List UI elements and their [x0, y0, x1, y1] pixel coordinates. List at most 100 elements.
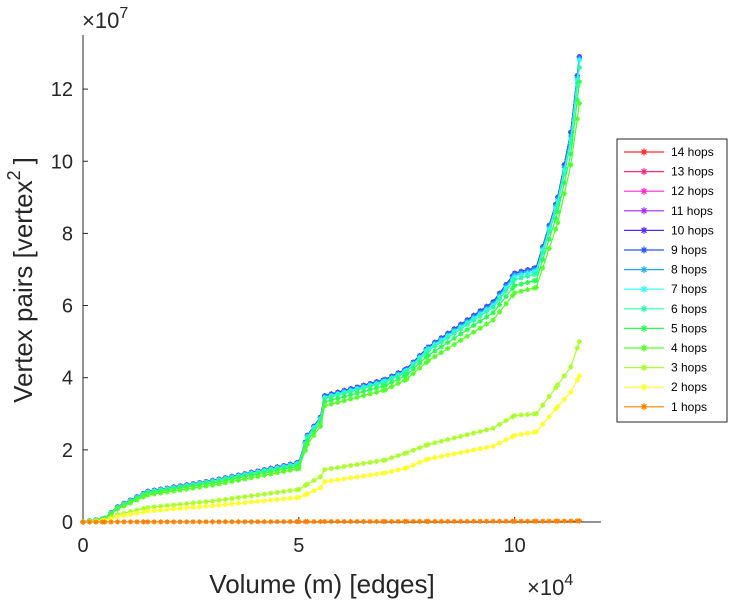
data-point [546, 245, 552, 252]
data-point [451, 518, 457, 524]
ticks-group: 0 2 4 6 8 10 12 0 5 10 [51, 79, 526, 557]
data-point [108, 515, 114, 522]
data-point [509, 414, 516, 420]
data-point [464, 518, 470, 524]
data-point [317, 423, 324, 430]
data-point [477, 428, 483, 435]
data-point [328, 397, 334, 403]
data-point [348, 462, 354, 469]
data-point [423, 354, 429, 360]
data-point [410, 362, 416, 368]
data-point [432, 354, 438, 360]
data-point [512, 283, 518, 289]
data-point [360, 518, 367, 525]
data-point [640, 266, 648, 274]
data-point [477, 325, 483, 331]
data-point [158, 507, 164, 513]
data-point [274, 470, 280, 476]
data-point [171, 502, 177, 508]
data-point [335, 477, 341, 483]
data-point [287, 519, 293, 525]
legend-item: 6 hops [624, 302, 707, 316]
data-point [471, 430, 477, 436]
legend-label: 5 hops [671, 321, 707, 335]
data-point [121, 503, 127, 509]
data-point [490, 304, 496, 310]
data-point [525, 279, 531, 286]
data-point [423, 359, 429, 366]
data-point [640, 364, 648, 372]
y-multiplier: ×107 [82, 5, 128, 33]
data-point [410, 371, 416, 377]
data-point [140, 519, 147, 525]
data-point [354, 390, 360, 396]
legend-label: 4 hops [671, 341, 707, 355]
data-point [389, 379, 395, 385]
data-point [335, 518, 341, 525]
data-point [445, 345, 451, 352]
data-point [203, 519, 209, 525]
data-point [525, 287, 531, 293]
data-point [261, 498, 267, 504]
data-point [576, 373, 583, 379]
data-point [367, 518, 373, 525]
data-point [512, 276, 518, 283]
svg-text:Vertex pairs [vertex2]: Vertex pairs [vertex2] [4, 157, 38, 403]
data-point [287, 467, 293, 473]
data-point [216, 519, 222, 525]
data-point [190, 504, 196, 510]
data-point [354, 461, 360, 468]
data-point [555, 201, 561, 208]
data-point [177, 505, 183, 512]
data-point [512, 274, 518, 280]
data-point [255, 519, 261, 525]
data-point [190, 519, 196, 525]
data-point [425, 456, 431, 462]
data-point [477, 318, 483, 324]
data-point [304, 441, 311, 448]
legend-label: 2 hops [671, 380, 707, 394]
data-point [80, 519, 86, 525]
data-point [423, 457, 429, 463]
data-point [348, 392, 354, 398]
data-point [281, 519, 287, 525]
data-point [328, 401, 334, 407]
data-point [518, 281, 524, 287]
legend-item: 11 hops [624, 204, 713, 218]
data-point [533, 411, 539, 417]
series-2-hops [80, 373, 583, 525]
data-point [235, 495, 241, 501]
data-point [464, 322, 470, 328]
data-point [348, 518, 354, 525]
data-point [410, 366, 416, 372]
data-point [496, 440, 503, 446]
data-point [296, 519, 302, 525]
data-point [404, 450, 410, 456]
data-point [512, 290, 518, 296]
data-point [574, 377, 580, 383]
data-point [496, 309, 503, 315]
data-point [518, 518, 524, 524]
data-point [328, 466, 334, 472]
data-point [268, 490, 274, 496]
data-point [410, 447, 416, 453]
data-point [477, 313, 483, 319]
data-point [127, 500, 134, 506]
data-point [317, 518, 324, 525]
data-point [145, 519, 151, 525]
data-point [553, 385, 559, 391]
legend-box [616, 138, 728, 423]
data-point [389, 455, 395, 461]
data-point [348, 396, 354, 402]
data-point [328, 518, 334, 525]
data-point [164, 503, 170, 509]
data-point [304, 481, 311, 487]
data-point [445, 335, 451, 341]
data-point [458, 337, 464, 343]
data-point [496, 518, 503, 524]
data-point [184, 501, 190, 507]
data-point [546, 393, 552, 400]
data-point [373, 385, 380, 391]
data-point [561, 171, 567, 177]
data-point [509, 293, 516, 299]
